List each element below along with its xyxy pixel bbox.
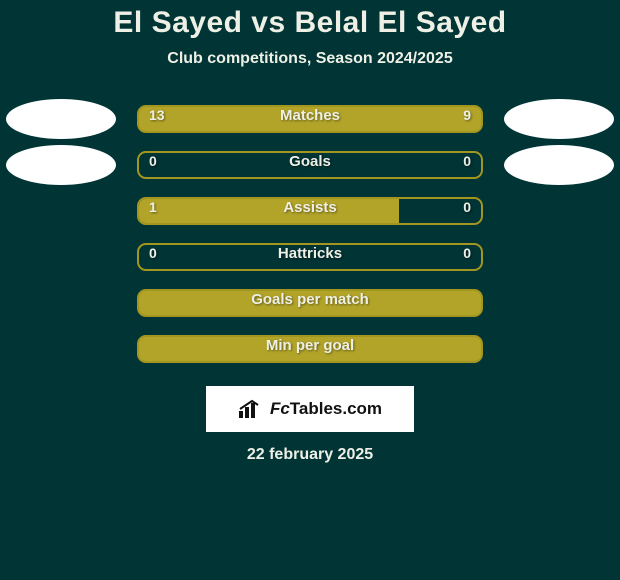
stat-rows: Matches13 9 Goals00 Assists10 Hattricks00 Goa… bbox=[0, 96, 620, 372]
stat-bar: Goals00 bbox=[137, 151, 483, 179]
stat-bar: Goals per match bbox=[137, 289, 483, 317]
page-title: El Sayed vs Belal El Sayed bbox=[0, 6, 620, 40]
stat-label: Min per goal bbox=[139, 337, 481, 354]
stat-right-value: 9 bbox=[463, 107, 471, 123]
date-label: 22 february 2025 bbox=[0, 446, 620, 464]
bar-gap bbox=[139, 153, 481, 177]
bar-gap bbox=[139, 245, 481, 269]
stat-bar: Assists10 bbox=[137, 197, 483, 225]
stat-label: Matches bbox=[139, 107, 481, 124]
stat-label: Goals per match bbox=[139, 291, 481, 308]
brand-text: FcTables.com bbox=[270, 399, 382, 419]
stat-row: Assists10 bbox=[0, 188, 620, 234]
bar-gap bbox=[399, 199, 481, 223]
stat-row: Min per goal bbox=[0, 326, 620, 372]
chart-icon bbox=[238, 399, 264, 419]
subtitle: Club competitions, Season 2024/2025 bbox=[0, 50, 620, 68]
player-avatar bbox=[504, 99, 614, 139]
stat-bar: Min per goal bbox=[137, 335, 483, 363]
stat-bar: Hattricks00 bbox=[137, 243, 483, 271]
player-avatar bbox=[6, 145, 116, 185]
stat-row: Goals00 bbox=[0, 142, 620, 188]
stat-left-value: 13 bbox=[149, 107, 165, 123]
bar-left-fill bbox=[139, 199, 399, 223]
player-avatar bbox=[504, 145, 614, 185]
stat-row: Goals per match bbox=[0, 280, 620, 326]
stat-bar: Matches13 9 bbox=[137, 105, 483, 133]
stat-row: Hattricks00 bbox=[0, 234, 620, 280]
player-avatar bbox=[6, 99, 116, 139]
stat-row: Matches13 9 bbox=[0, 96, 620, 142]
comparison-widget: El Sayed vs Belal El Sayed Club competit… bbox=[0, 0, 620, 580]
brand-logo[interactable]: FcTables.com bbox=[206, 386, 414, 432]
